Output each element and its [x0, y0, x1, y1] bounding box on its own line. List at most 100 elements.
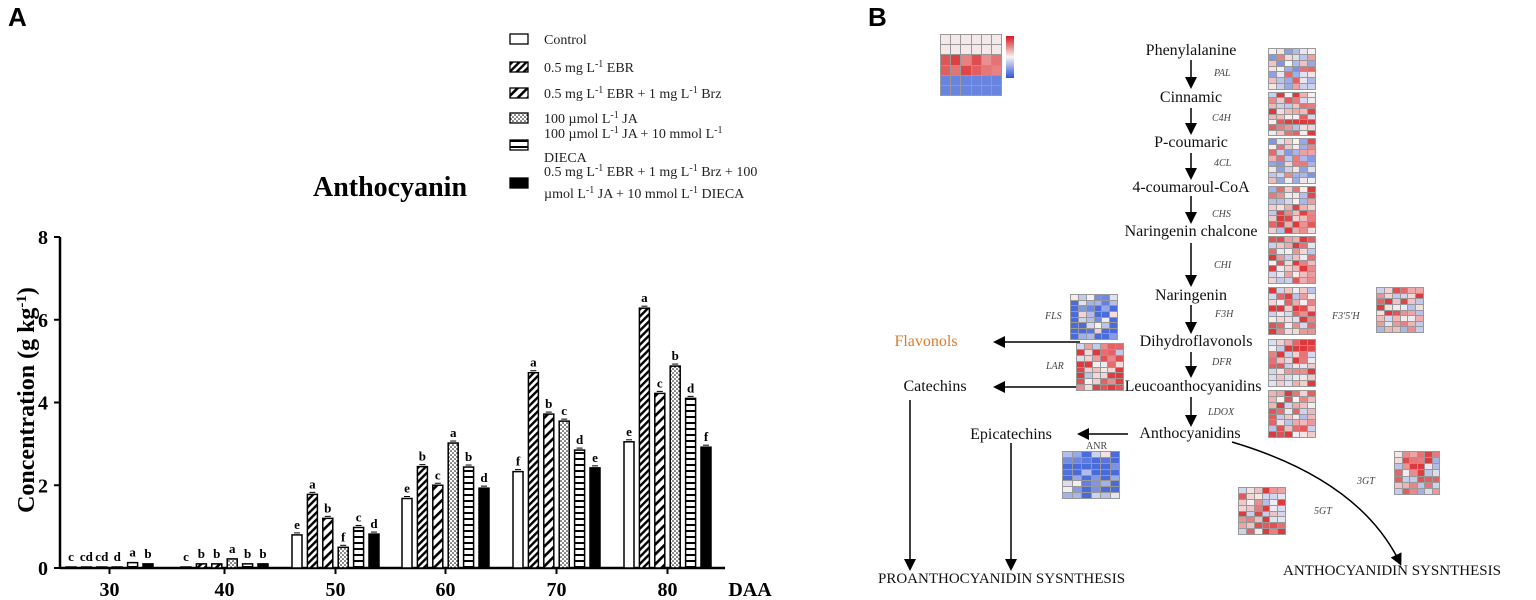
heatmap-cell	[1284, 340, 1292, 345]
heatmap-cell	[1094, 295, 1102, 300]
heatmap-cell	[1110, 457, 1119, 463]
heatmap-cell	[1102, 334, 1110, 339]
bar	[322, 517, 334, 569]
heatmap-cell	[1116, 379, 1123, 385]
heatmap-cell	[1300, 311, 1308, 317]
heatmap-cell	[1091, 493, 1100, 498]
heatmap-cell	[1284, 72, 1292, 78]
significance-letter: b	[672, 348, 679, 363]
heatmap-cell	[1276, 426, 1284, 432]
heatmap-cell	[1300, 323, 1308, 329]
heatmap-cell	[1416, 327, 1423, 332]
heatmap-cell	[1284, 305, 1292, 311]
heatmap-cell	[1246, 523, 1254, 529]
heatmap-cell	[951, 55, 961, 65]
expression-heatmap	[1076, 343, 1124, 391]
heatmap-cell	[1410, 458, 1417, 464]
heatmap-cell	[1284, 130, 1292, 135]
heatmap-cell	[1084, 385, 1092, 390]
heatmap-cell	[1395, 458, 1402, 464]
heatmap-cell	[1110, 311, 1117, 317]
heatmap-cell	[1086, 306, 1094, 311]
heatmap-cell	[1269, 266, 1276, 272]
heatmap-cell	[1417, 482, 1424, 488]
heatmap-cell	[1077, 344, 1084, 349]
end-proanthocyanidin-synthesis: PROANTHOCYANIDIN SYSNTHESIS	[878, 571, 1126, 587]
heatmap-cell	[1276, 204, 1284, 210]
bar	[654, 392, 666, 569]
heatmap-scale-example	[940, 34, 1002, 96]
heatmap-cell	[1254, 488, 1262, 493]
x-tick-label: 30	[100, 579, 120, 600]
heatmap-cell	[1300, 299, 1308, 305]
heatmap-cell	[991, 75, 1001, 85]
heatmap-cell	[1276, 114, 1284, 119]
heatmap-cell	[1284, 187, 1292, 192]
heatmap-cell	[1110, 295, 1117, 300]
heatmap-cell	[1392, 288, 1400, 293]
heatmap-cell	[1300, 78, 1308, 84]
heatmap-cell	[1269, 272, 1276, 278]
heatmap-cell	[1292, 93, 1300, 98]
heatmap-cell	[1300, 49, 1308, 54]
heatmap-cell	[1276, 432, 1284, 437]
heatmap-cell	[1269, 144, 1276, 150]
heatmap-cell	[1308, 172, 1315, 178]
bar	[447, 442, 459, 569]
heatmap-cell	[1377, 327, 1384, 332]
heatmap-cell	[1300, 242, 1308, 248]
heatmap-cell	[1092, 355, 1100, 361]
x-tick-label: 50	[326, 579, 346, 600]
heatmap-cell	[1408, 321, 1416, 327]
heatmap-cell	[1400, 321, 1408, 327]
heatmap-cell	[1276, 248, 1284, 254]
bar	[462, 466, 475, 569]
heatmap-cell	[1308, 357, 1315, 363]
heatmap-cell	[961, 75, 971, 85]
heatmap-cell	[1417, 464, 1424, 470]
heatmap-cell	[1284, 323, 1292, 329]
heatmap-cell	[1300, 167, 1308, 172]
heatmap-cell	[1254, 511, 1262, 517]
heatmap-cell	[1078, 311, 1086, 317]
heatmap-cell	[1108, 344, 1116, 349]
heatmap-cell	[1300, 351, 1308, 357]
heatmap-cell	[1308, 125, 1315, 130]
heatmap-cell	[1276, 84, 1284, 89]
heatmap-cell	[1300, 119, 1308, 125]
heatmap-cell	[1094, 311, 1102, 317]
significance-letter: d	[687, 380, 695, 395]
heatmap-cell	[1086, 317, 1094, 323]
significance-letter: b	[545, 396, 552, 411]
heatmap-cell	[1278, 511, 1285, 517]
heatmap-cell	[1292, 272, 1300, 278]
gene-4cl: 4CL	[1214, 158, 1232, 169]
heatmap-cell	[1254, 499, 1262, 505]
heatmap-cell	[1308, 432, 1315, 437]
heatmap-cell	[1308, 396, 1315, 402]
heatmap-cell	[1400, 293, 1408, 299]
heatmap-cell	[1270, 517, 1278, 523]
heatmap-cell	[1269, 345, 1276, 351]
heatmap-cell	[1292, 66, 1300, 72]
heatmap-cell	[1116, 373, 1123, 379]
heatmap-cell	[1276, 260, 1284, 266]
heatmap-cell	[951, 65, 961, 75]
heatmap-cell	[1276, 305, 1284, 311]
heatmap-cell	[1400, 310, 1408, 316]
significance-letter: e	[404, 480, 410, 495]
heatmap-cell	[1292, 198, 1300, 204]
heatmap-cell	[1269, 178, 1276, 183]
significance-letter: c	[68, 549, 74, 564]
heatmap-cell	[1284, 125, 1292, 130]
heatmap-cell	[1308, 210, 1315, 216]
heatmap-cell	[981, 65, 991, 75]
heatmap-cell	[1395, 488, 1402, 494]
heatmap-cell	[1308, 363, 1315, 369]
heatmap-cell	[1308, 222, 1315, 228]
heatmap-cell	[1078, 300, 1086, 306]
heatmap-cell	[981, 45, 991, 55]
heatmap-cell	[1269, 66, 1276, 72]
heatmap-cell	[1284, 381, 1292, 386]
heatmap-cell	[1276, 363, 1284, 369]
